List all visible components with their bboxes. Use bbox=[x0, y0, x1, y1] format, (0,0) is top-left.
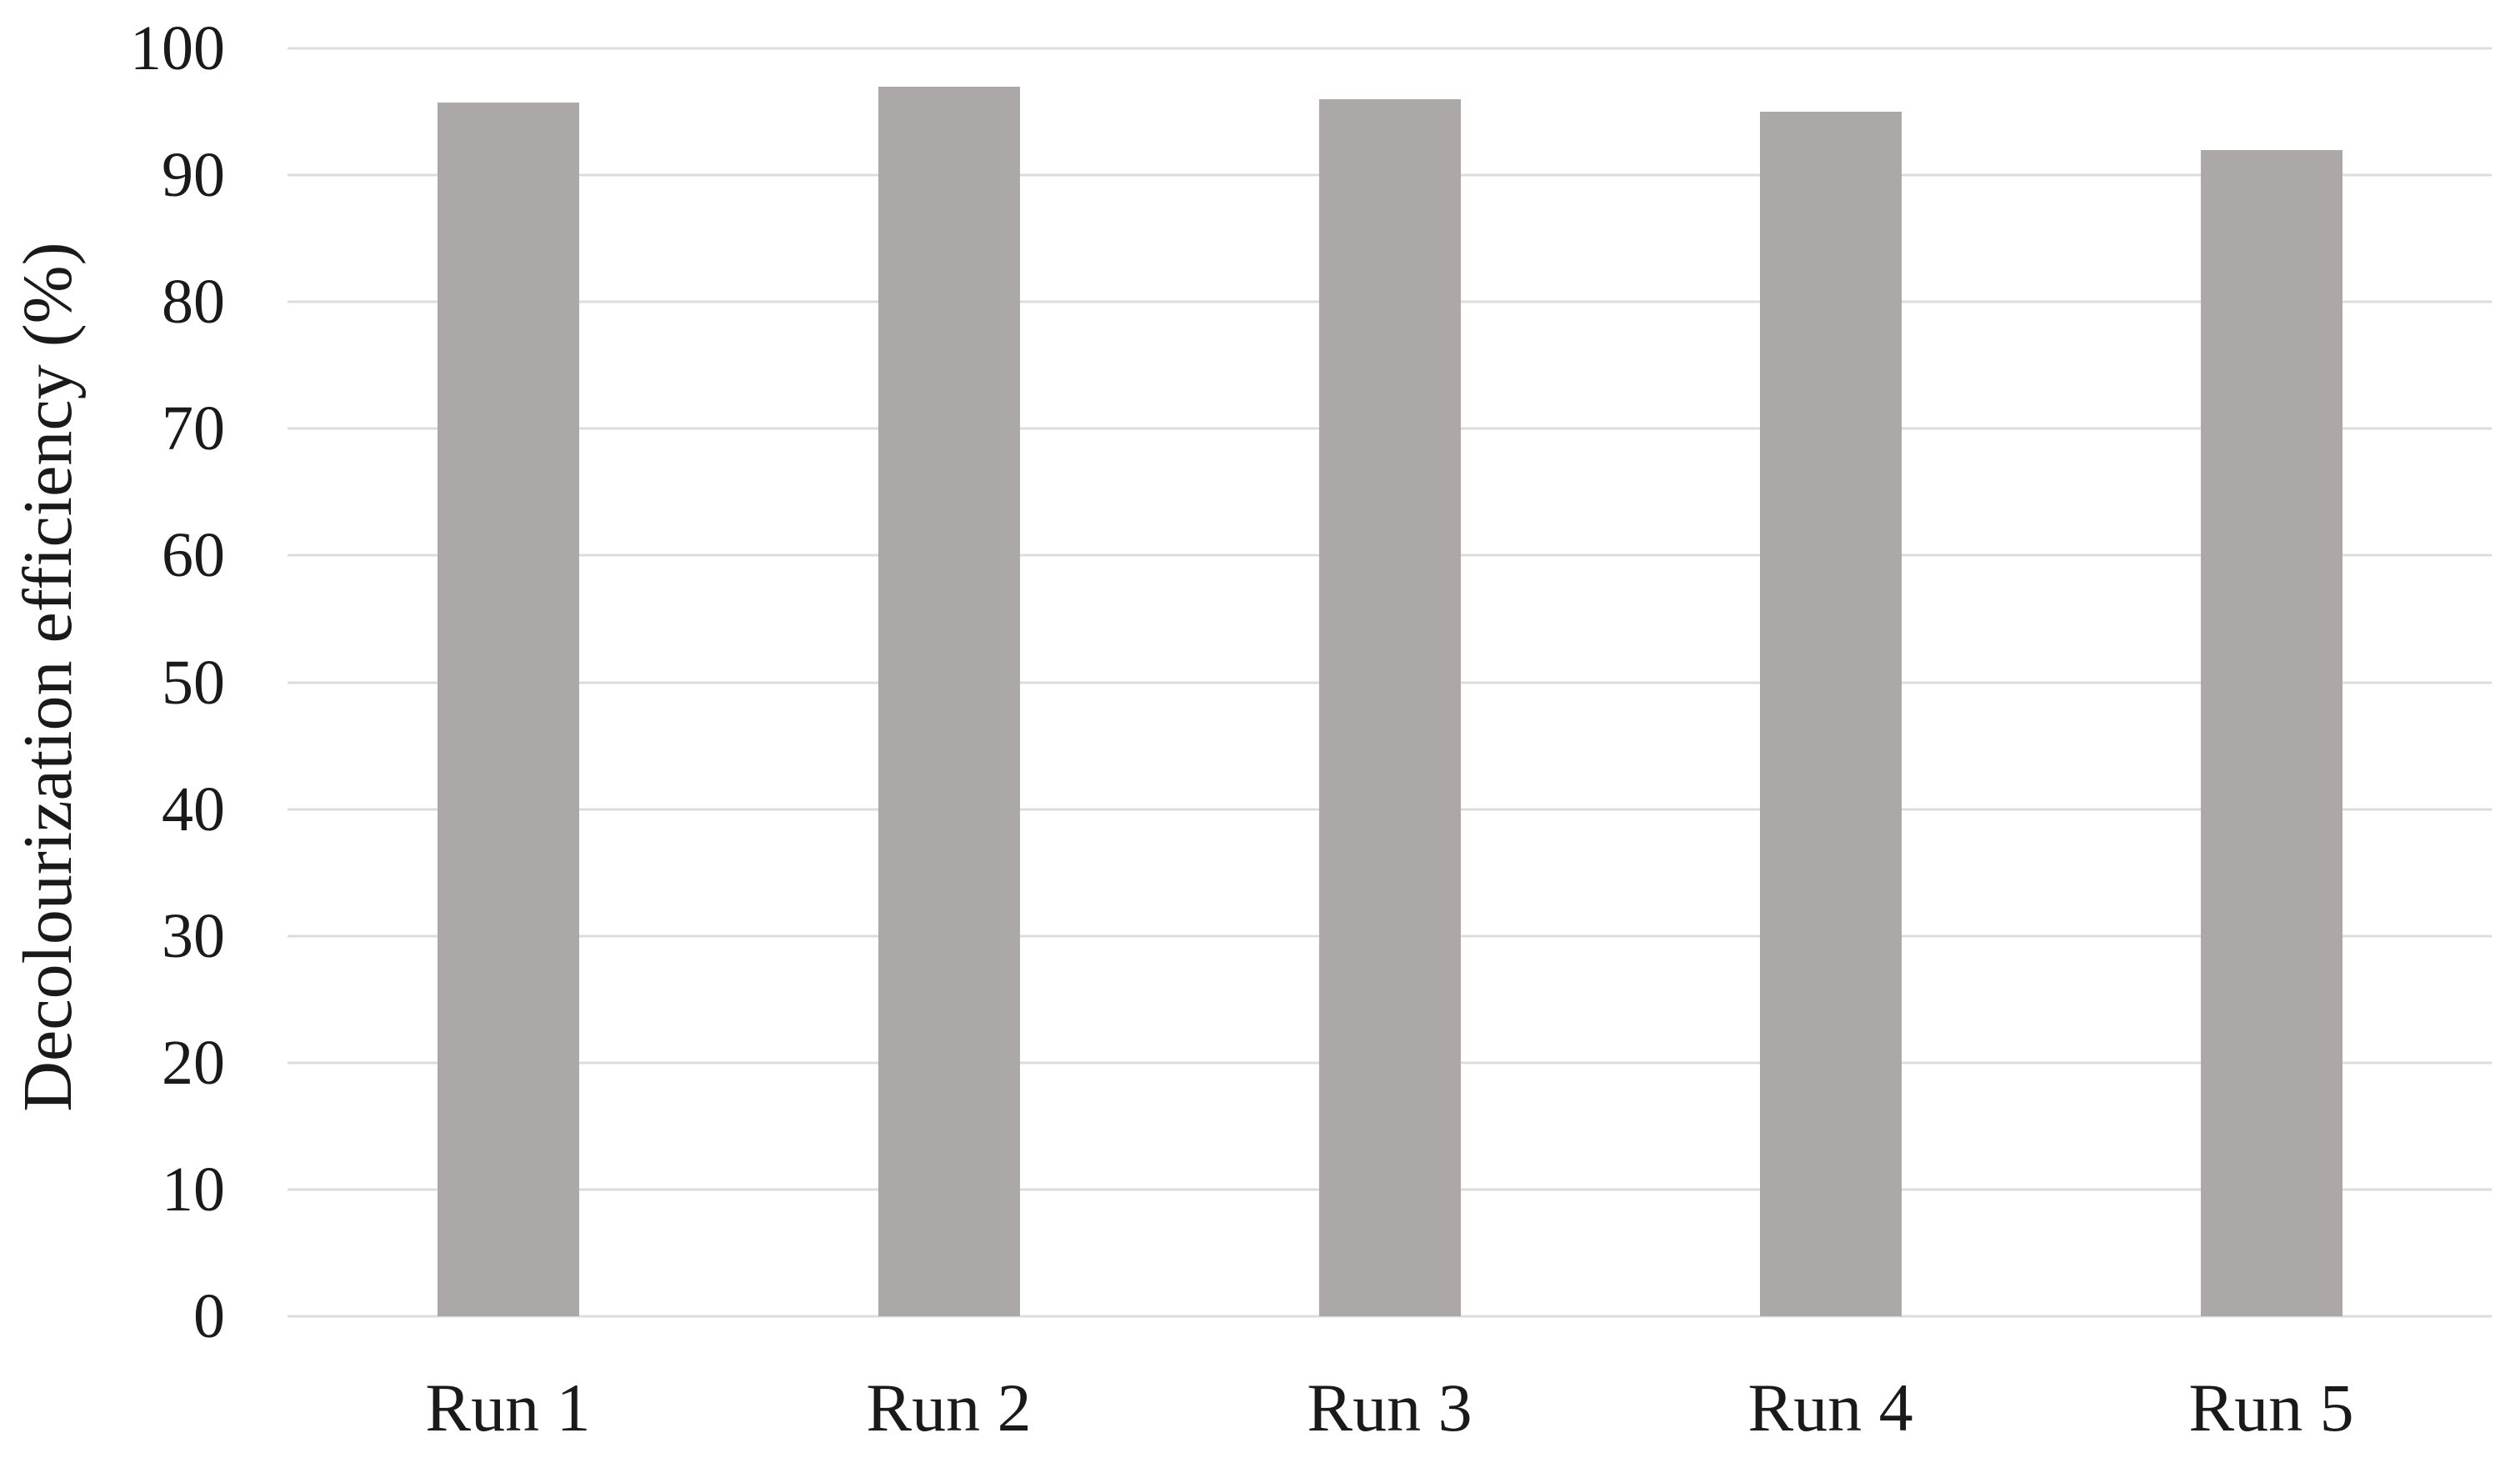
x-tick-label-run-3: Run 3 bbox=[1307, 1370, 1472, 1445]
y-tick-label-90: 90 bbox=[162, 140, 225, 211]
y-tick-label-60: 60 bbox=[162, 520, 225, 591]
y-tick-label-40: 40 bbox=[162, 774, 225, 844]
bar-run-1 bbox=[437, 103, 579, 1316]
x-tick-label-run-4: Run 4 bbox=[1748, 1370, 1913, 1445]
y-tick-label-70: 70 bbox=[162, 393, 225, 464]
x-tick-label-run-2: Run 2 bbox=[866, 1370, 1032, 1445]
bar-run-2 bbox=[878, 86, 1020, 1316]
gridline-0 bbox=[288, 1315, 2492, 1318]
y-tick-label-80: 80 bbox=[162, 267, 225, 338]
bar-run-5 bbox=[2200, 149, 2342, 1316]
bar-run-4 bbox=[1759, 112, 1902, 1316]
y-tick-label-30: 30 bbox=[162, 900, 225, 971]
y-tick-label-0: 0 bbox=[193, 1281, 225, 1351]
y-tick-label-20: 20 bbox=[162, 1027, 225, 1098]
y-tick-label-50: 50 bbox=[162, 647, 225, 718]
y-tick-label-10: 10 bbox=[162, 1154, 225, 1225]
bar-run-3 bbox=[1318, 98, 1461, 1316]
y-tick-label-100: 100 bbox=[130, 13, 225, 83]
plot-area bbox=[288, 47, 2492, 1318]
x-tick-label-run-5: Run 5 bbox=[2188, 1370, 2354, 1445]
x-tick-label-run-1: Run 1 bbox=[425, 1370, 591, 1445]
gridline-100 bbox=[288, 47, 2492, 50]
